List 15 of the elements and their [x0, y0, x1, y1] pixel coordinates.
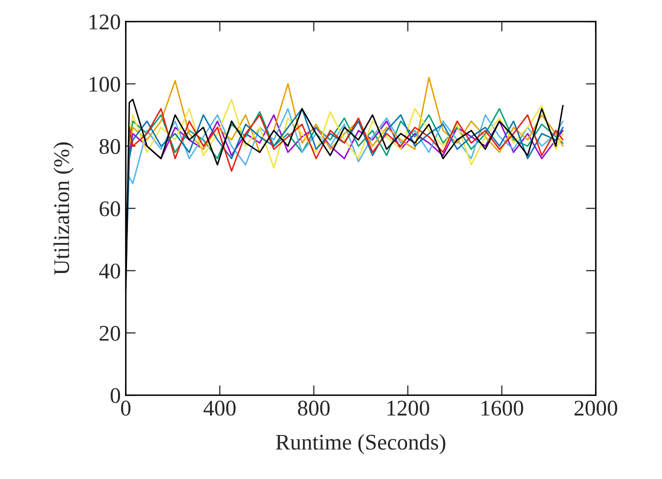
- x-tick-label: 800: [298, 400, 330, 416]
- x-tick-label: 400: [204, 400, 236, 416]
- y-tick-label: 100: [90, 76, 120, 92]
- y-tick-label: 40: [99, 264, 120, 279]
- y-tick-label: 0: [110, 388, 120, 404]
- y-tick-label: 60: [100, 201, 120, 216]
- x-tick-label: 0: [121, 400, 130, 416]
- y-tick-label: 20: [100, 326, 120, 341]
- x-tick-label: 1600: [482, 400, 524, 416]
- y-axis-title: Utilization (%): [54, 142, 74, 275]
- y-tick-label: 120: [90, 14, 120, 30]
- y-tick-label: 80: [100, 139, 120, 154]
- x-axis-title: Runtime (Seconds): [276, 434, 446, 454]
- x-tick-label: 2000: [574, 400, 618, 416]
- x-tick-label: 1200: [388, 400, 430, 416]
